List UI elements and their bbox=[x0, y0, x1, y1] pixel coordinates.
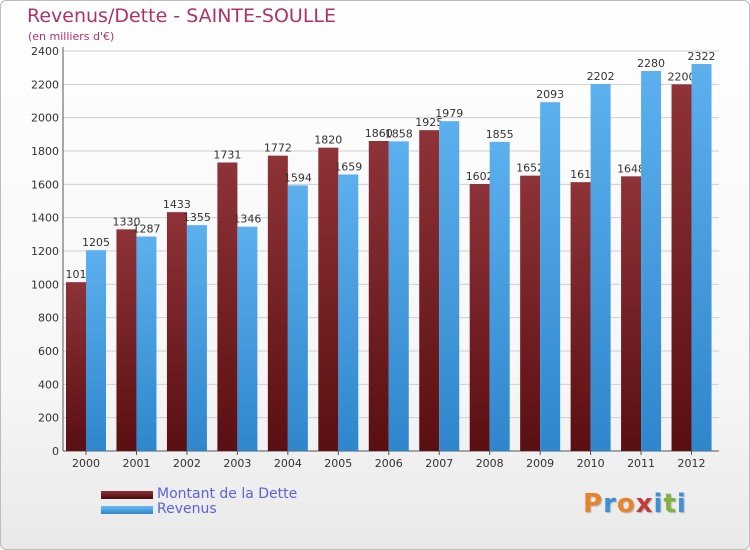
x-tick-label: 2004 bbox=[274, 457, 302, 470]
x-tick-label: 2005 bbox=[324, 457, 352, 470]
data-label-revenus: 1659 bbox=[334, 161, 362, 174]
bar-dette bbox=[671, 84, 692, 451]
data-label-dette: 1433 bbox=[163, 198, 191, 211]
data-label-revenus: 2202 bbox=[587, 70, 615, 83]
logo-letter: o bbox=[616, 489, 636, 519]
legend-label-dette: Montant de la Dette bbox=[157, 486, 298, 502]
data-label-revenus: 1858 bbox=[385, 127, 413, 140]
bar-revenus bbox=[186, 225, 207, 451]
legend-swatch-dette bbox=[101, 491, 153, 499]
logo-letter: P bbox=[583, 489, 604, 519]
logo-letter: i bbox=[653, 489, 664, 519]
bar-dette bbox=[66, 282, 86, 451]
y-tick-label: 2000 bbox=[31, 112, 59, 125]
bar-dette bbox=[419, 130, 440, 451]
data-label-dette: 1648 bbox=[617, 162, 645, 175]
legend-swatch-revenus bbox=[101, 506, 153, 514]
x-tick-label: 2012 bbox=[678, 457, 706, 470]
data-label-dette: 1820 bbox=[314, 134, 342, 147]
x-tick-label: 2003 bbox=[223, 457, 251, 470]
data-label-dette: 2200 bbox=[668, 70, 696, 83]
chart-subtitle: (en milliers d'€) bbox=[28, 30, 115, 43]
y-tick-label: 200 bbox=[38, 412, 59, 425]
bar-revenus bbox=[641, 71, 662, 451]
data-label-dette: 1925 bbox=[415, 116, 443, 129]
bar-revenus bbox=[540, 102, 561, 452]
data-label-revenus: 2093 bbox=[536, 88, 564, 101]
data-label-revenus: 1346 bbox=[233, 213, 261, 226]
bar-revenus bbox=[388, 141, 409, 452]
bar-revenus bbox=[691, 64, 712, 451]
bar-revenus bbox=[590, 84, 611, 451]
data-label-revenus: 2322 bbox=[688, 50, 716, 63]
logo-letter: i bbox=[676, 489, 687, 519]
data-label-revenus: 2280 bbox=[637, 57, 665, 70]
y-tick-label: 1400 bbox=[31, 212, 59, 225]
x-tick-label: 2008 bbox=[476, 457, 504, 470]
data-label-dette: 101 bbox=[66, 268, 87, 281]
data-label-revenus: 1287 bbox=[132, 223, 160, 236]
y-tick-label: 2400 bbox=[31, 45, 59, 58]
x-tick-label: 2001 bbox=[122, 457, 150, 470]
bar-dette bbox=[166, 212, 187, 451]
y-tick-label: 400 bbox=[38, 378, 59, 391]
data-label-revenus: 1855 bbox=[486, 128, 514, 141]
y-tick-label: 1200 bbox=[31, 245, 59, 258]
bar-dette bbox=[368, 141, 389, 451]
bar-revenus bbox=[439, 121, 460, 452]
bar-dette bbox=[267, 155, 288, 451]
y-tick-label: 1000 bbox=[31, 278, 59, 291]
bar-dette bbox=[621, 176, 642, 452]
x-tick-label: 2011 bbox=[627, 457, 655, 470]
bar-dette bbox=[469, 184, 490, 451]
data-label-revenus: 1979 bbox=[435, 107, 463, 120]
legend-label-revenus: Revenus bbox=[157, 501, 217, 517]
x-tick-label: 2007 bbox=[425, 457, 453, 470]
bar-dette bbox=[217, 162, 238, 451]
y-tick-label: 2200 bbox=[31, 78, 59, 91]
y-tick-label: 600 bbox=[38, 345, 59, 358]
data-label-dette: 1652 bbox=[516, 162, 544, 175]
data-label-dette: 1772 bbox=[264, 142, 292, 155]
bar-revenus bbox=[136, 236, 157, 451]
x-tick-label: 2010 bbox=[577, 457, 605, 470]
bar-dette bbox=[318, 147, 339, 451]
y-tick-label: 800 bbox=[38, 312, 59, 325]
bar-revenus bbox=[237, 226, 258, 451]
data-label-revenus: 1594 bbox=[284, 171, 312, 184]
logo-letter: r bbox=[603, 489, 617, 519]
chart-title: Revenus/Dette - SAINTE-SOULLE bbox=[27, 5, 336, 27]
data-label-dette: 161 bbox=[570, 168, 591, 181]
bar-revenus bbox=[86, 250, 106, 451]
logo-letter: x bbox=[635, 489, 654, 519]
y-tick-label: 0 bbox=[52, 445, 59, 458]
bar-revenus bbox=[287, 185, 308, 452]
bar-revenus bbox=[489, 141, 510, 452]
data-label-dette: 1602 bbox=[466, 170, 494, 183]
data-label-revenus: 1355 bbox=[183, 211, 211, 224]
bar-dette bbox=[520, 175, 541, 451]
bar-dette bbox=[116, 229, 137, 451]
bar-dette bbox=[570, 182, 591, 451]
x-tick-label: 2002 bbox=[173, 457, 201, 470]
data-label-dette: 1860 bbox=[365, 127, 393, 140]
proxiti-logo: Proxiti bbox=[583, 489, 687, 519]
data-label-dette: 1330 bbox=[112, 215, 140, 228]
x-tick-label: 2000 bbox=[72, 457, 100, 470]
y-tick-label: 1600 bbox=[31, 178, 59, 191]
x-tick-label: 2006 bbox=[375, 457, 403, 470]
y-tick-label: 1800 bbox=[31, 145, 59, 158]
bar-revenus bbox=[338, 174, 359, 451]
logo-letter: t bbox=[663, 489, 677, 519]
data-label-dette: 1731 bbox=[213, 149, 241, 162]
data-label-revenus: 1205 bbox=[82, 236, 110, 249]
x-tick-label: 2009 bbox=[526, 457, 554, 470]
